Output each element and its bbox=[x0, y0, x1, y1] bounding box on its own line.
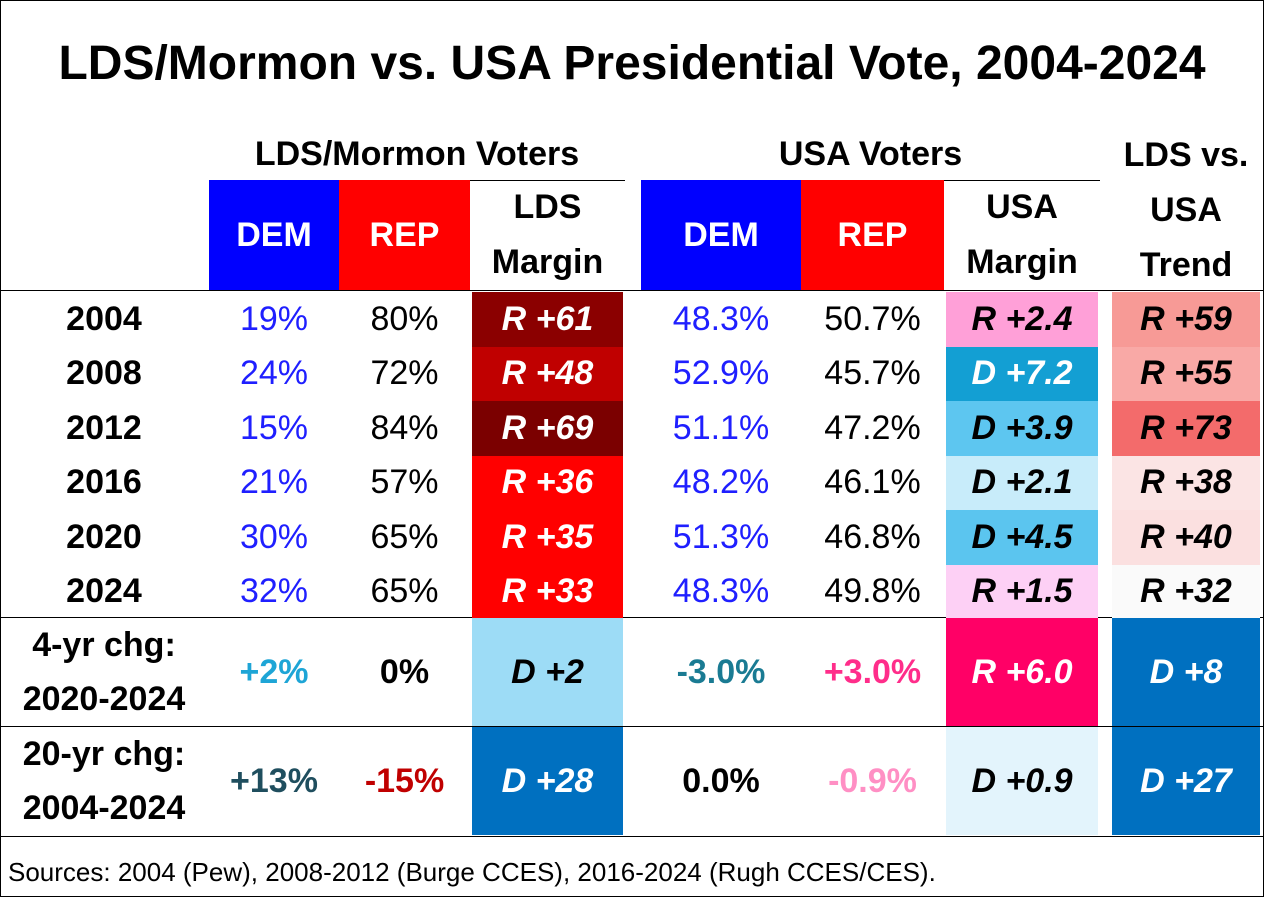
cell-usa-dem: -3.0% bbox=[676, 652, 766, 691]
divider-sources bbox=[0, 836, 1264, 837]
year-label: 2004 bbox=[66, 299, 142, 338]
cell-trend: D +8 bbox=[1112, 618, 1260, 726]
header-usa-rep: REP bbox=[801, 180, 944, 290]
cell-usa-dem: 51.1% bbox=[672, 408, 770, 447]
year-label: 2012 bbox=[66, 408, 142, 447]
cell-usa-rep: 46.1% bbox=[824, 463, 921, 502]
cell-trend: R +73 bbox=[1112, 401, 1260, 456]
cell-usa-dem: 48.2% bbox=[672, 463, 770, 502]
cell-usa-margin: R +1.5 bbox=[946, 564, 1098, 619]
cell-lds-dem: +2% bbox=[239, 652, 309, 691]
divider-change-rows bbox=[0, 726, 1264, 727]
group-header-lds: LDS/Mormon Voters bbox=[254, 134, 580, 173]
cell-lds-margin: R +36 bbox=[472, 455, 623, 510]
year-label: 2016 bbox=[66, 463, 142, 502]
cell-usa-rep: +3.0% bbox=[823, 652, 922, 691]
cell-usa-rep: 46.8% bbox=[824, 517, 921, 556]
cell-lds-rep: 65% bbox=[370, 572, 439, 611]
cell-lds-rep: 57% bbox=[370, 463, 439, 502]
cell-lds-margin: D +28 bbox=[472, 727, 623, 835]
cell-usa-rep: 47.2% bbox=[824, 408, 921, 447]
divider-changes bbox=[0, 617, 1264, 618]
cell-lds-dem: 15% bbox=[239, 408, 309, 447]
cell-lds-dem: 32% bbox=[239, 572, 309, 611]
cell-usa-margin: D +2.1 bbox=[946, 455, 1098, 510]
header-lds-dem: DEM bbox=[209, 180, 339, 290]
cell-usa-dem: 51.3% bbox=[672, 517, 770, 556]
cell-trend: R +40 bbox=[1112, 510, 1260, 565]
cell-usa-dem: 48.3% bbox=[672, 572, 770, 611]
cell-trend: D +27 bbox=[1112, 727, 1260, 835]
cell-usa-dem: 52.9% bbox=[672, 354, 770, 393]
cell-lds-dem: 21% bbox=[239, 463, 309, 502]
cell-trend: R +55 bbox=[1112, 346, 1260, 401]
chart-title: LDS/Mormon vs. USA Presidential Vote, 20… bbox=[58, 36, 1206, 90]
cell-usa-margin: D +3.9 bbox=[946, 401, 1098, 456]
cell-lds-rep: -15% bbox=[364, 761, 445, 800]
cell-usa-rep: 49.8% bbox=[824, 572, 921, 611]
cell-lds-rep: 72% bbox=[370, 354, 439, 393]
cell-usa-margin: D +4.5 bbox=[946, 510, 1098, 565]
year-label: 2008 bbox=[66, 354, 142, 393]
cell-lds-rep: 65% bbox=[370, 517, 439, 556]
cell-lds-dem: 24% bbox=[239, 354, 309, 393]
cell-usa-rep: 50.7% bbox=[824, 299, 921, 338]
year-label: 2020 bbox=[66, 517, 142, 556]
cell-trend: R +59 bbox=[1112, 292, 1260, 347]
header-lds-rep: REP bbox=[339, 180, 470, 290]
cell-usa-margin: R +6.0 bbox=[946, 618, 1098, 726]
cell-usa-dem: 0.0% bbox=[682, 761, 760, 800]
cell-usa-rep: -0.9% bbox=[828, 761, 917, 800]
cell-usa-margin: D +7.2 bbox=[946, 346, 1098, 401]
group-header-usa: USA Voters bbox=[778, 134, 963, 173]
change-label: 20-yr chg: 2004-2024 bbox=[22, 735, 186, 827]
cell-lds-margin: R +61 bbox=[472, 292, 623, 347]
cell-lds-rep: 0% bbox=[379, 652, 430, 691]
cell-lds-margin: R +48 bbox=[472, 346, 623, 401]
cell-lds-margin: R +69 bbox=[472, 401, 623, 456]
cell-usa-margin: D +0.9 bbox=[946, 727, 1098, 835]
cell-lds-dem: +13% bbox=[230, 761, 318, 800]
year-label: 2024 bbox=[66, 572, 142, 611]
cell-lds-dem: 30% bbox=[239, 517, 309, 556]
header-usa-dem: DEM bbox=[641, 180, 801, 290]
cell-trend: R +38 bbox=[1112, 455, 1260, 510]
cell-lds-margin: R +35 bbox=[472, 510, 623, 565]
cell-usa-rep: 45.7% bbox=[824, 354, 921, 393]
cell-lds-margin: D +2 bbox=[472, 618, 623, 726]
cell-trend: R +32 bbox=[1112, 564, 1260, 619]
cell-lds-rep: 80% bbox=[370, 299, 439, 338]
header-lds-margin: LDS Margin bbox=[491, 188, 604, 281]
change-label: 4-yr chg: 2020-2024 bbox=[22, 626, 186, 718]
sources-note: Sources: 2004 (Pew), 2008-2012 (Burge CC… bbox=[8, 856, 936, 887]
cell-usa-dem: 48.3% bbox=[672, 299, 770, 338]
header-trend: LDS vs. USA Trend bbox=[1123, 135, 1249, 284]
cell-usa-margin: R +2.4 bbox=[946, 292, 1098, 347]
cell-lds-rep: 84% bbox=[370, 408, 439, 447]
cell-lds-margin: R +33 bbox=[472, 564, 623, 619]
header-usa-margin: USA Margin bbox=[966, 188, 1078, 281]
cell-lds-dem: 19% bbox=[239, 299, 309, 338]
divider-header bbox=[0, 290, 1264, 291]
